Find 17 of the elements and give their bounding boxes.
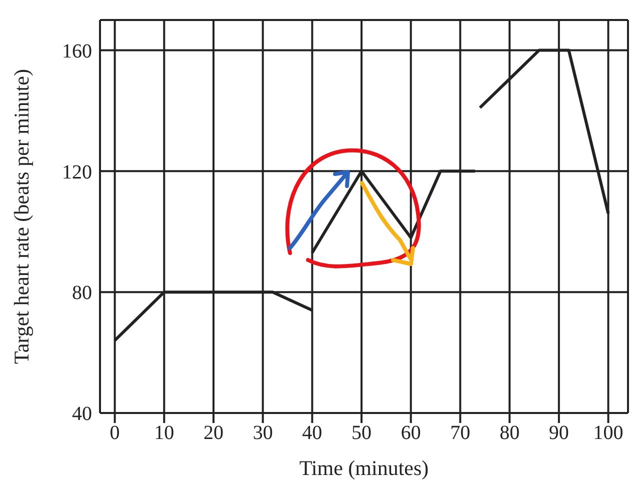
x-tick-label: 30 xyxy=(252,422,273,444)
x-tick-label: 90 xyxy=(548,422,569,444)
x-tick-label: 70 xyxy=(450,422,470,444)
y-tick-label: 40 xyxy=(72,403,92,426)
x-tick-label: 80 xyxy=(500,422,520,444)
y-axis-title: Target heart rate (beats per minute) xyxy=(9,69,34,364)
x-axis-title: Time (minutes) xyxy=(299,456,429,480)
x-tick-label: 40 xyxy=(302,422,322,444)
y-tick-label: 120 xyxy=(62,161,92,184)
x-tick-label: 10 xyxy=(154,422,174,444)
x-tick-label: 50 xyxy=(352,422,372,444)
x-tick-label: 20 xyxy=(203,422,224,444)
y-tick-label: 160 xyxy=(62,40,92,62)
y-tick-label: 80 xyxy=(72,282,92,304)
x-tick-label: 0 xyxy=(110,422,120,444)
x-tick-label: 100 xyxy=(593,422,624,444)
x-tick-label: 60 xyxy=(400,422,421,444)
